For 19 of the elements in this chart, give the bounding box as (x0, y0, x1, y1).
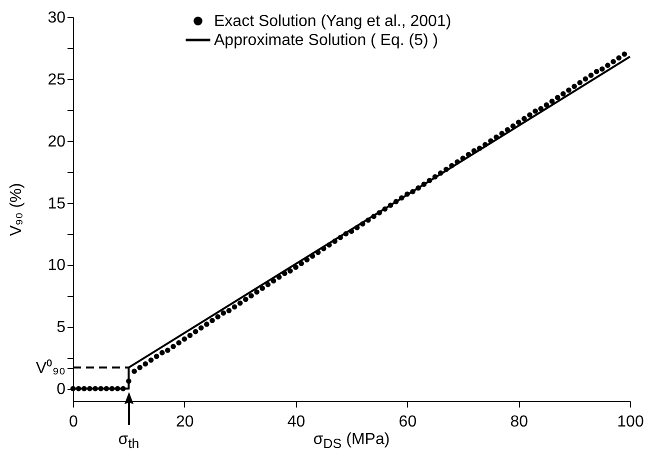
y-tick-label: 25 (48, 71, 66, 88)
x-tick-label: 0 (69, 414, 78, 430)
x-tick-label: 40 (287, 414, 306, 430)
y-tick-label: 20 (48, 133, 66, 150)
y-tick-label: 10 (48, 257, 66, 274)
x-tick-label: 100 (617, 414, 644, 430)
y-tick-label: 5 (56, 319, 66, 336)
x-tick-label: 60 (398, 414, 417, 430)
legend-label: Exact Solution (Yang et al., 2001) (214, 13, 452, 30)
y-tick-label: V⁰₉₀ (36, 359, 66, 378)
x-tick-label: 20 (176, 414, 194, 430)
legend-label: Approximate Solution ( Eq. (5) ) (214, 32, 438, 49)
x-tick-label: 80 (510, 414, 528, 430)
y-axis-title: V₉₀ (%) (8, 183, 25, 236)
annotation: σ$_{th}$ (118, 431, 140, 452)
y-tick-label: 0 (56, 381, 66, 398)
y-tick-label: 30 (48, 10, 66, 26)
x-axis-title: σ$_{DS}$ (MPa) (313, 431, 390, 452)
y-tick-label: 15 (48, 195, 66, 212)
